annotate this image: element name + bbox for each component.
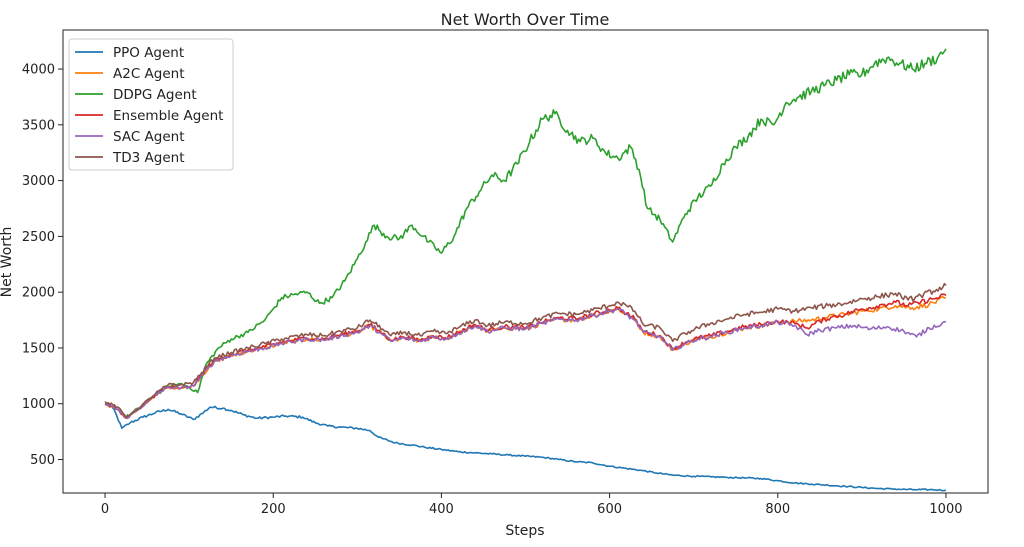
y-tick-label: 4000 (22, 63, 55, 78)
y-tick-label: 1000 (22, 397, 55, 412)
y-axis-ticks: 500 1000 1500 2000 2500 3000 3500 4000 (22, 63, 63, 468)
legend-label: SAC Agent (113, 129, 185, 145)
series-line-ppo-agent (104, 402, 947, 492)
plot-lines (104, 48, 947, 492)
legend: PPO Agent A2C Agent DDPG Agent Ensemble Age… (68, 38, 234, 171)
x-axis-ticks: 0 200 400 600 800 1000 (101, 493, 963, 517)
x-tick-label: 600 (597, 502, 622, 517)
x-tick-label: 0 (101, 502, 109, 517)
chart-title: Net Worth Over Time (441, 10, 610, 29)
series-line-td3-agent (104, 282, 947, 418)
x-axis-label: Steps (505, 523, 544, 539)
series-line-sac-agent (104, 308, 947, 420)
y-tick-label: 1500 (22, 341, 55, 356)
x-tick-label: 400 (429, 502, 454, 517)
legend-label: PPO Agent (113, 45, 184, 61)
y-tick-label: 2500 (22, 230, 55, 245)
legend-label: TD3 Agent (112, 150, 184, 166)
y-tick-label: 3000 (22, 174, 55, 189)
y-tick-label: 500 (30, 453, 55, 468)
x-tick-label: 200 (261, 502, 286, 517)
legend-label: A2C Agent (113, 66, 185, 82)
x-tick-label: 800 (765, 502, 790, 517)
legend-box (68, 38, 234, 171)
legend-label: DDPG Agent (113, 87, 197, 103)
plot-frame (62, 29, 989, 494)
y-axis-label: Net Worth (0, 227, 15, 298)
y-tick-label: 2000 (22, 286, 55, 301)
series-line-ddpg-agent (104, 48, 947, 418)
x-tick-label: 1000 (929, 502, 962, 517)
legend-label: Ensemble Agent (113, 108, 223, 124)
y-tick-label: 3500 (22, 118, 55, 133)
